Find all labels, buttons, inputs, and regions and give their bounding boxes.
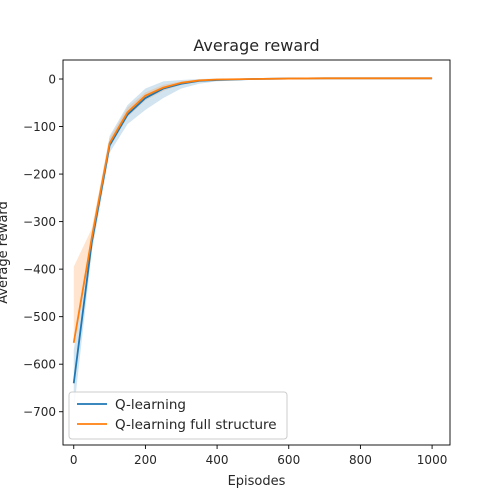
line-series-1 (72, 77, 433, 343)
confidence-bands (73, 78, 433, 412)
x-tick-label: 1000 (417, 453, 448, 467)
y-tick-label: −500 (23, 310, 56, 324)
y-tick-label: −200 (23, 168, 56, 182)
series-lines (72, 77, 433, 384)
y-tick-label: −100 (23, 120, 56, 134)
x-tick-label: 200 (134, 453, 157, 467)
x-axis-label: Episodes (228, 474, 286, 489)
x-tick-label: 0 (70, 453, 78, 467)
legend-label: Q-learning (115, 397, 186, 413)
y-tick-label: −300 (23, 215, 56, 229)
y-tick-label: −600 (23, 358, 56, 372)
chart-title: Average reward (193, 36, 319, 55)
axes: 0 200 400 600 800 1000 0 −100 −200 −300 −400 −500 −6… (23, 59, 451, 467)
y-tick-label: −400 (23, 263, 56, 277)
plot-frame (62, 59, 451, 446)
x-tick-label: 600 (277, 453, 300, 467)
y-tick-label: −700 (23, 405, 56, 419)
band-series-0 (73, 78, 433, 412)
legend-frame (68, 391, 288, 440)
legend-label: Q-learning full structure (115, 417, 277, 433)
y-axis-label: Average reward (0, 201, 11, 304)
x-tick-label: 400 (206, 453, 229, 467)
x-tick-label: 800 (349, 453, 372, 467)
y-tick-label: 0 (48, 73, 56, 87)
legend: Q-learning Q-learning full structure (68, 391, 288, 440)
